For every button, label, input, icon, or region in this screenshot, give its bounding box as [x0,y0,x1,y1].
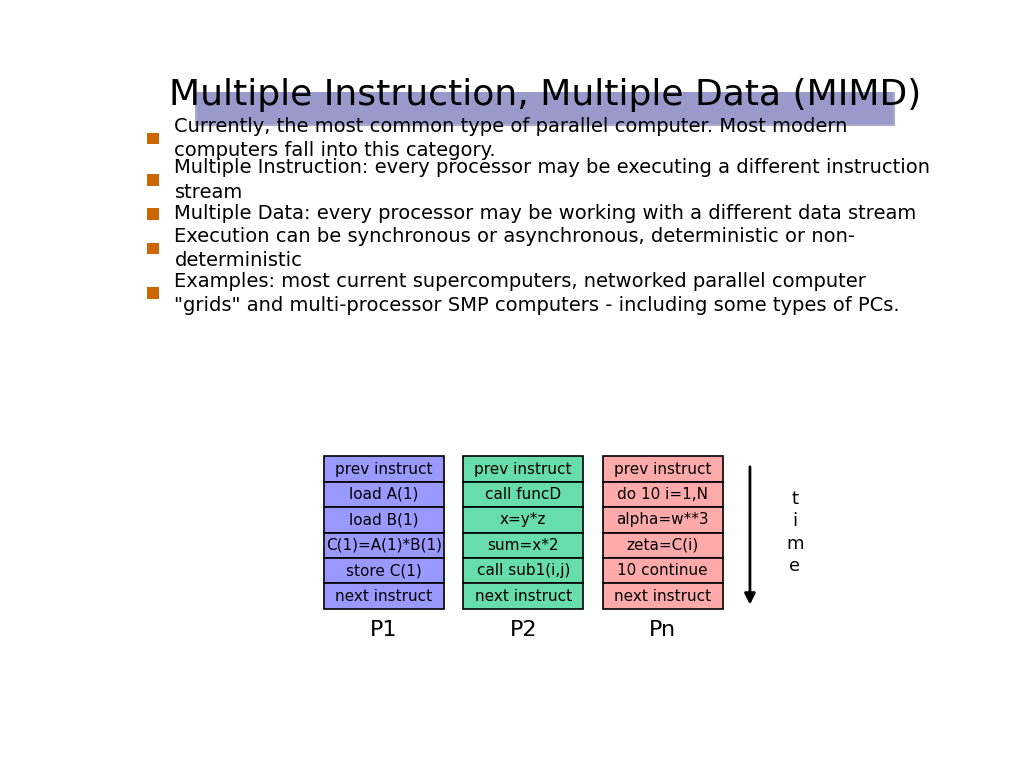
Bar [324,456,443,482]
Text: load A(1): load A(1) [349,487,419,502]
Bar [603,507,723,532]
Text: call sub1(i,j): call sub1(i,j) [476,563,570,578]
Text: Examples: most current supercomputers, networked parallel computer
"grids" and m: Examples: most current supercomputers, n… [174,272,900,315]
Text: sum=x*2: sum=x*2 [487,538,559,553]
Text: P1: P1 [370,621,397,641]
Bar [463,584,584,609]
Text: t
i
m
e: t i m e [786,490,804,575]
Bar [603,558,723,584]
Bar [603,584,723,609]
Text: P2: P2 [510,621,537,641]
Text: next instruct: next instruct [614,588,712,604]
Bar [324,558,443,584]
Text: alpha=w**3: alpha=w**3 [616,512,709,528]
Bar [463,456,584,482]
Text: C(1)=A(1)*B(1): C(1)=A(1)*B(1) [326,538,441,553]
Text: do 10 i=1,N: do 10 i=1,N [617,487,709,502]
Bar [324,507,443,532]
Text: load B(1): load B(1) [349,512,419,528]
Text: 10 continue: 10 continue [617,563,708,578]
Bar [603,456,723,482]
Text: Currently, the most common type of parallel computer. Most modern
computers fall: Currently, the most common type of paral… [174,117,848,160]
Text: prev instruct: prev instruct [474,462,572,477]
Text: prev instruct: prev instruct [614,462,712,477]
Text: Multiple Instruction, Multiple Data (MIMD): Multiple Instruction, Multiple Data (MIM… [169,78,921,112]
Bar [463,507,584,532]
Bar [324,532,443,558]
Bar [463,482,584,507]
Text: x=y*z: x=y*z [500,512,547,528]
Text: Execution can be synchronous or asynchronous, deterministic or non-
deterministi: Execution can be synchronous or asynchro… [174,227,855,270]
Bar [324,584,443,609]
Bar [147,174,159,186]
Text: Multiple Data: every processor may be working with a different data stream: Multiple Data: every processor may be wo… [174,204,916,223]
Text: prev instruct: prev instruct [335,462,432,477]
Bar [603,482,723,507]
Text: call funcD: call funcD [485,487,561,502]
Text: next instruct: next instruct [475,588,571,604]
Bar [463,558,584,584]
Bar [324,482,443,507]
Bar [463,532,584,558]
Text: Multiple Instruction: every processor may be executing a different instruction
s: Multiple Instruction: every processor ma… [174,158,931,201]
Bar [197,65,894,125]
Bar [147,243,159,254]
Text: store C(1): store C(1) [346,563,422,578]
Bar [603,532,723,558]
Bar [147,208,159,220]
Text: next instruct: next instruct [335,588,432,604]
Text: zeta=C(i): zeta=C(i) [627,538,698,553]
Bar [147,287,159,299]
Text: Pn: Pn [649,621,676,641]
Bar [147,133,159,144]
